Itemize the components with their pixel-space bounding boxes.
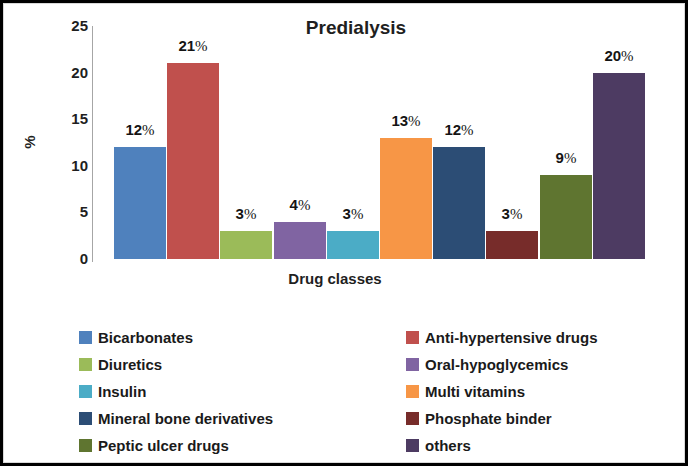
- legend-swatch-others: [406, 439, 419, 452]
- legend-label-multi-vitamins: Multi vitamins: [425, 383, 525, 400]
- bar-bicarbonates: [114, 147, 166, 259]
- legend-label-others: others: [425, 437, 471, 454]
- legend-swatch-diuretics: [79, 358, 92, 371]
- x-axis-title: Drug classes: [87, 270, 583, 287]
- bar-value-label-anti-hypertensive-drugs: 21%: [161, 36, 225, 56]
- legend-swatch-bicarbonates: [79, 331, 92, 344]
- y-tick-15: 15: [38, 109, 88, 129]
- bar-value-label-insulin: 3%: [321, 204, 385, 224]
- legend-item-oral-hypoglycemics: Oral-hypoglycemics: [406, 354, 649, 375]
- legend-item-mineral-bone-derivatives: Mineral bone derivatives: [79, 408, 406, 429]
- plot-area: 12%21%3%4%3%13%12%3%9%20%: [114, 26, 610, 259]
- legend-item-others: others: [406, 435, 649, 456]
- legend-swatch-phosphate-binder: [406, 412, 419, 425]
- legend-label-peptic-ulcer-drugs: Peptic ulcer drugs: [98, 437, 229, 454]
- y-tick-25: 25: [38, 16, 88, 36]
- bar-value-label-others: 20%: [587, 46, 651, 66]
- legend-swatch-peptic-ulcer-drugs: [79, 439, 92, 452]
- legend-item-multi-vitamins: Multi vitamins: [406, 381, 649, 402]
- legend-swatch-anti-hypertensive-drugs: [406, 331, 419, 344]
- y-tick-10: 10: [38, 156, 88, 176]
- bar-value-label-mineral-bone-derivatives: 12%: [427, 120, 491, 140]
- legend-label-oral-hypoglycemics: Oral-hypoglycemics: [425, 356, 568, 373]
- legend-label-mineral-bone-derivatives: Mineral bone derivatives: [98, 410, 273, 427]
- y-tick-0: 0: [38, 249, 88, 269]
- bar-multi-vitamins: [380, 138, 432, 259]
- y-tick-20: 20: [38, 63, 88, 83]
- bar-value-label-peptic-ulcer-drugs: 9%: [534, 148, 598, 168]
- bar-value-label-bicarbonates: 12%: [108, 120, 172, 140]
- bar-insulin: [327, 231, 379, 259]
- legend-label-insulin: Insulin: [98, 383, 146, 400]
- legend-label-anti-hypertensive-drugs: Anti-hypertensive drugs: [425, 329, 598, 346]
- legend-label-bicarbonates: Bicarbonates: [98, 329, 193, 346]
- chart-frame: Predialysis % 2520151050 12%21%3%4%3%13%…: [0, 0, 688, 466]
- legend-swatch-mineral-bone-derivatives: [79, 412, 92, 425]
- bar-peptic-ulcer-drugs: [540, 175, 592, 259]
- bar-others: [593, 73, 645, 259]
- bar-anti-hypertensive-drugs: [167, 63, 219, 259]
- legend-item-anti-hypertensive-drugs: Anti-hypertensive drugs: [406, 327, 649, 348]
- legend-item-phosphate-binder: Phosphate binder: [406, 408, 649, 429]
- y-axis-title: %: [18, 122, 40, 162]
- bar-mineral-bone-derivatives: [433, 147, 485, 259]
- legend-label-diuretics: Diuretics: [98, 356, 162, 373]
- bar-value-label-phosphate-binder: 3%: [480, 204, 544, 224]
- legend-item-peptic-ulcer-drugs: Peptic ulcer drugs: [79, 435, 406, 456]
- bar-diuretics: [220, 231, 272, 259]
- legend-swatch-insulin: [79, 385, 92, 398]
- legend-item-bicarbonates: Bicarbonates: [79, 327, 406, 348]
- y-tick-5: 5: [38, 202, 88, 222]
- legend-label-phosphate-binder: Phosphate binder: [425, 410, 552, 427]
- legend-swatch-oral-hypoglycemics: [406, 358, 419, 371]
- bar-phosphate-binder: [486, 231, 538, 259]
- bar-oral-hypoglycemics: [274, 222, 326, 259]
- legend-swatch-multi-vitamins: [406, 385, 419, 398]
- y-axis-line: [92, 26, 93, 262]
- legend-item-insulin: Insulin: [79, 381, 406, 402]
- legend-item-diuretics: Diuretics: [79, 354, 406, 375]
- legend: Bicarbonates Anti-hypertensive drugs Diure…: [79, 327, 649, 456]
